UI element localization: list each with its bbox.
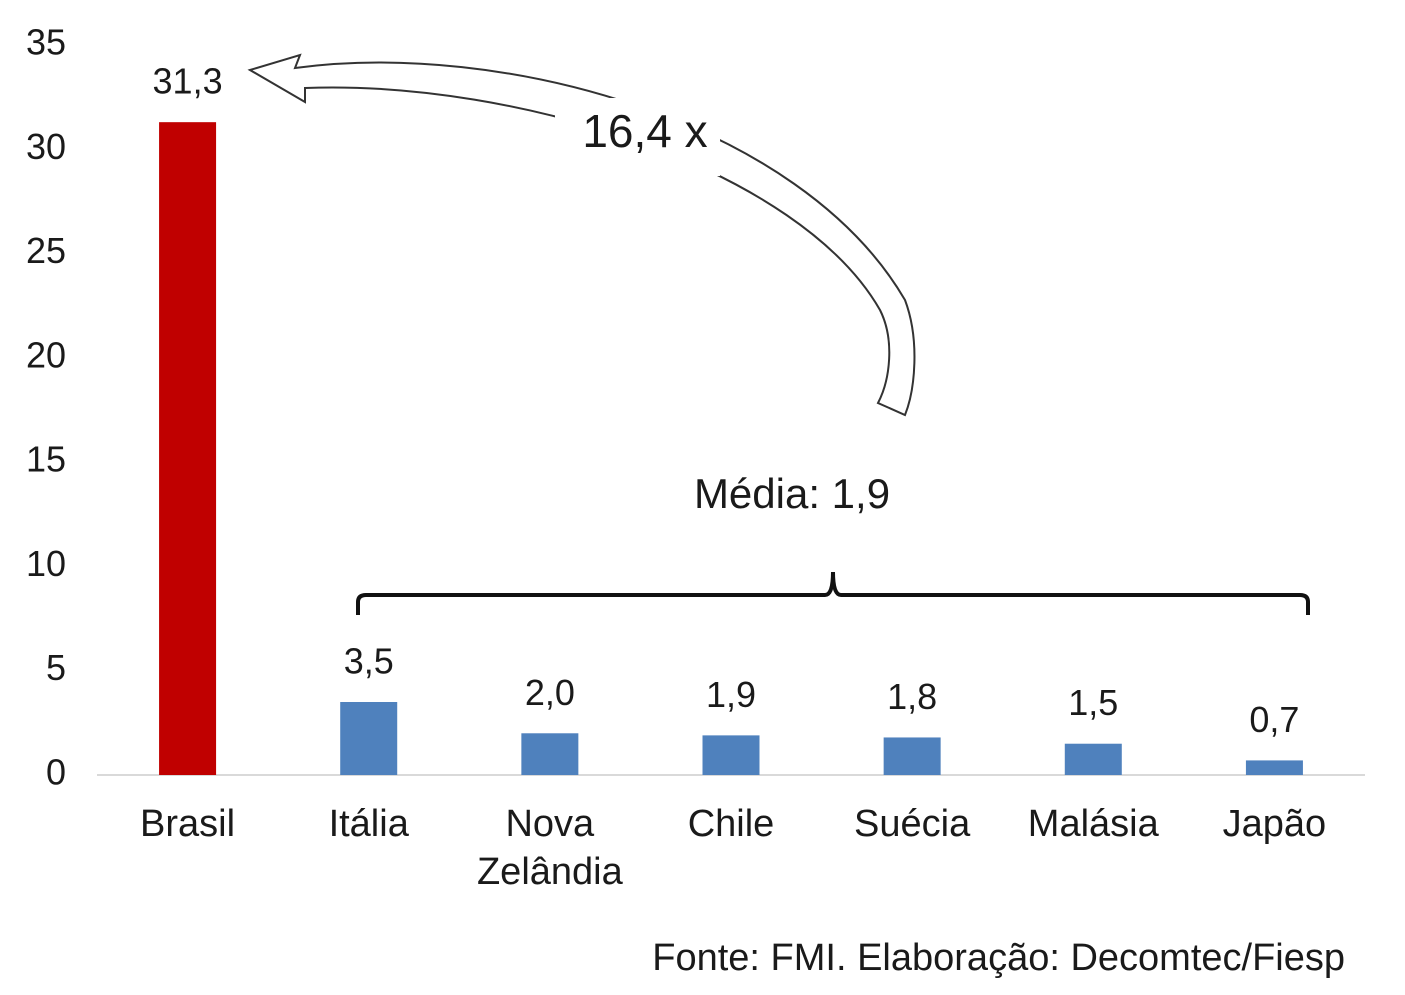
value-label: 0,7 bbox=[1249, 699, 1299, 740]
bar bbox=[1245, 760, 1303, 775]
y-tick-label: 15 bbox=[26, 439, 66, 480]
x-tick-label: Malásia bbox=[1028, 803, 1160, 845]
value-label: 2,0 bbox=[525, 672, 575, 713]
y-tick-label: 20 bbox=[26, 334, 66, 375]
x-tick-label: Chile bbox=[688, 803, 775, 845]
value-label: 1,8 bbox=[887, 676, 937, 717]
source-note: Fonte: FMI. Elaboração: Decomtec/Fiesp bbox=[652, 937, 1345, 979]
y-tick-label: 5 bbox=[46, 647, 66, 688]
x-tick-label: Itália bbox=[329, 803, 410, 845]
bar bbox=[521, 733, 579, 775]
x-tick-label: Japão bbox=[1223, 803, 1327, 845]
value-label: 1,5 bbox=[1068, 682, 1118, 723]
annotation-background bbox=[555, 98, 720, 176]
value-label: 31,3 bbox=[153, 61, 223, 102]
value-label: 3,5 bbox=[344, 641, 394, 682]
bar bbox=[340, 702, 398, 775]
y-tick-label: 25 bbox=[26, 230, 66, 271]
value-label: 1,9 bbox=[706, 674, 756, 715]
ratio-annotation: 16,4 x bbox=[582, 105, 707, 157]
average-bracket bbox=[356, 571, 1310, 615]
x-tick-label: Nova Zelândia bbox=[477, 803, 624, 893]
bar bbox=[1064, 743, 1122, 775]
y-tick-label: 0 bbox=[46, 752, 66, 793]
x-tick-label: Brasil bbox=[140, 803, 235, 845]
bar bbox=[702, 735, 760, 775]
bar bbox=[883, 737, 941, 775]
y-tick-label: 30 bbox=[26, 126, 66, 167]
bar bbox=[159, 122, 217, 775]
average-annotation: Média: 1,9 bbox=[694, 470, 890, 517]
y-tick-label: 35 bbox=[26, 22, 66, 63]
y-tick-label: 10 bbox=[26, 543, 66, 584]
x-tick-label: Suécia bbox=[854, 803, 971, 845]
